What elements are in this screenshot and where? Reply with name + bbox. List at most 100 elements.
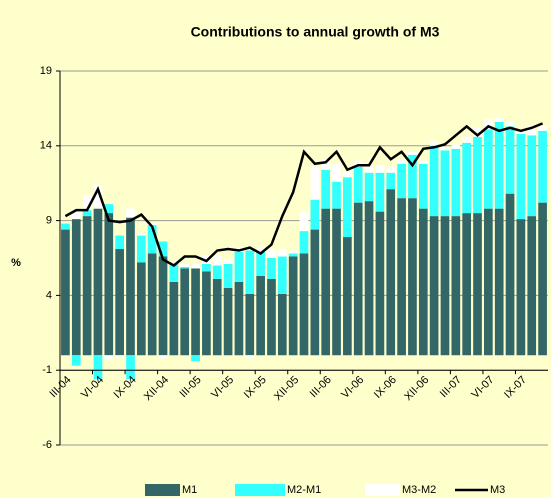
bar-segment <box>82 216 92 356</box>
bar-segment <box>115 249 124 356</box>
bar-segment <box>386 172 396 190</box>
x-tick-label: VI-06 <box>339 374 366 401</box>
bar-segment <box>158 256 168 356</box>
bar-segment <box>408 151 417 155</box>
bar-segment <box>267 258 276 279</box>
bar-segment <box>494 208 504 356</box>
legend-label: M1 <box>182 484 197 496</box>
bar-segment <box>61 229 70 356</box>
bar-segment <box>147 223 157 226</box>
x-tick-label: XII-05 <box>272 374 301 403</box>
bar-segment <box>104 204 114 214</box>
bar-segment <box>147 253 157 356</box>
bar-segment <box>386 189 396 356</box>
bar-segment <box>136 234 146 236</box>
bar-segment <box>277 293 287 356</box>
bar-segment <box>321 169 331 209</box>
bar-segment <box>93 208 103 356</box>
chart-title: Contributions to annual growth of M3 <box>191 24 440 40</box>
x-tick-label: XII-04 <box>142 374 171 403</box>
legend-swatch <box>145 484 180 496</box>
bar-segment <box>375 211 385 356</box>
bar-segment <box>212 265 222 279</box>
bar-segment <box>494 117 504 122</box>
bar-segment <box>82 210 92 217</box>
x-tick-label: IX-07 <box>502 374 529 401</box>
bar-segment <box>505 126 515 194</box>
y-tick-label: 4 <box>46 289 52 301</box>
bar-segment <box>245 293 255 356</box>
bar-segment <box>343 171 352 178</box>
bar-segment <box>234 252 244 282</box>
bar-segment <box>484 208 493 356</box>
bar-segment <box>245 355 255 359</box>
bar-segment <box>158 241 168 257</box>
bar-segment <box>451 148 461 217</box>
bar-segment <box>538 126 547 131</box>
bar-segment <box>93 355 103 380</box>
bar-segment <box>299 231 309 254</box>
bar-segment <box>256 275 265 356</box>
legend-label: M3 <box>490 484 505 496</box>
bar-segment <box>516 133 526 220</box>
bar-segment <box>397 198 406 356</box>
bar-segment <box>538 130 547 203</box>
bar-segment <box>212 278 222 356</box>
bar-segment <box>126 208 135 218</box>
bar-segment <box>71 355 81 366</box>
x-tick-label: IX-05 <box>242 374 269 401</box>
bar-segment <box>462 213 472 356</box>
bar-segment <box>364 201 374 356</box>
bar-segment <box>397 163 406 199</box>
bar-segment <box>429 141 439 146</box>
bar-segment <box>288 256 298 356</box>
bar-segment <box>343 177 352 238</box>
y-tick-label: 14 <box>40 140 52 152</box>
bar-segment <box>440 150 450 217</box>
bar-segment <box>299 211 309 232</box>
bar-segment <box>202 263 211 272</box>
bar-segment <box>440 147 450 151</box>
bar-segment <box>277 256 287 294</box>
bar-segment <box>93 184 103 209</box>
bar-segment <box>451 144 461 149</box>
bar-segment <box>234 281 244 356</box>
bar-segment <box>212 256 222 266</box>
bar-segment <box>288 250 298 254</box>
bar-segment <box>332 208 341 356</box>
bar-segment <box>169 260 179 264</box>
bar-segment <box>418 163 428 209</box>
bar-segment <box>256 247 265 253</box>
x-tick-label: VI-05 <box>209 374 236 401</box>
bar-segment <box>147 225 157 254</box>
bar-segment <box>332 181 341 209</box>
bar-segment <box>104 213 114 356</box>
bar-segment <box>473 136 482 214</box>
bar-segment <box>527 216 537 356</box>
bar-segment <box>408 198 417 356</box>
bar-segment <box>343 237 352 356</box>
x-tick-label: III-07 <box>438 374 464 400</box>
bar-segment <box>126 355 135 380</box>
bar-segment <box>169 281 179 356</box>
bar-segment <box>321 208 331 356</box>
bar-segment <box>353 166 363 203</box>
bar-segment <box>191 263 200 269</box>
bar-segment <box>299 253 309 356</box>
x-tick-label: XII-06 <box>402 374 431 403</box>
bar-segment <box>136 235 146 263</box>
bar-segment <box>321 159 331 170</box>
bar-segment <box>538 202 547 356</box>
bar-segment <box>440 216 450 356</box>
bar-segment <box>267 249 276 258</box>
bar-segment <box>527 126 537 136</box>
bar-segment <box>375 172 385 212</box>
bar-segment <box>397 159 406 164</box>
bar-segment <box>353 160 363 167</box>
bar-segment <box>191 268 200 356</box>
legend-swatch <box>235 484 285 496</box>
bar-segment <box>451 216 461 356</box>
bar-segment <box>71 219 81 356</box>
